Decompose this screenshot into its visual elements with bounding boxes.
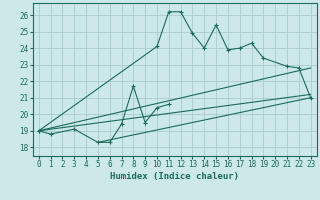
X-axis label: Humidex (Indice chaleur): Humidex (Indice chaleur)	[110, 172, 239, 181]
